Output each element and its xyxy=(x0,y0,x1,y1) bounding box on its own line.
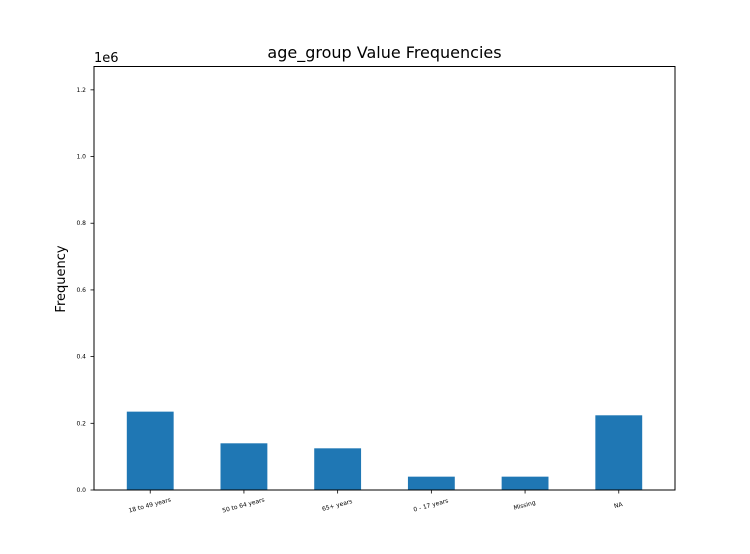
bar-2 xyxy=(314,448,362,490)
bar-3 xyxy=(407,476,455,490)
y-tick-label-0: 0.0 xyxy=(76,487,86,494)
y-tick-label-3: 0.6 xyxy=(76,287,86,294)
x-ticks: 18 to 49 years 50 to 64 years 65+ years 0 -… xyxy=(128,490,624,515)
bar-4 xyxy=(501,476,549,490)
bar-5 xyxy=(595,415,643,490)
x-tick-label-5: NA xyxy=(613,501,624,510)
x-tick-label-3: 0 - 17 years xyxy=(413,498,449,514)
x-tick-label-2: 65+ years xyxy=(321,498,353,513)
x-tick-label-1: 50 to 64 years xyxy=(222,497,266,515)
y-tick-label-2: 0.4 xyxy=(76,354,86,361)
chart-title: age_group Value Frequencies xyxy=(267,43,501,63)
plot-area-frame xyxy=(93,66,676,491)
x-tick-label-4: Missing xyxy=(513,499,537,512)
y-tick-label-4: 0.8 xyxy=(76,220,86,227)
y-axis-multiplier: 1e6 xyxy=(94,51,119,66)
y-tick-label-1: 0.2 xyxy=(76,420,86,427)
y-tick-label-5: 1.0 xyxy=(76,154,86,161)
bar-0 xyxy=(126,411,174,490)
y-ticks: 0.0 0.2 0.4 0.6 0.8 1.0 1.2 xyxy=(76,87,94,494)
bar-1 xyxy=(220,443,268,490)
bars-layer xyxy=(126,411,643,490)
y-axis-label: Frequency xyxy=(54,245,69,312)
x-tick-label-0: 18 to 49 years xyxy=(128,497,172,515)
y-tick-label-6: 1.2 xyxy=(76,87,86,94)
